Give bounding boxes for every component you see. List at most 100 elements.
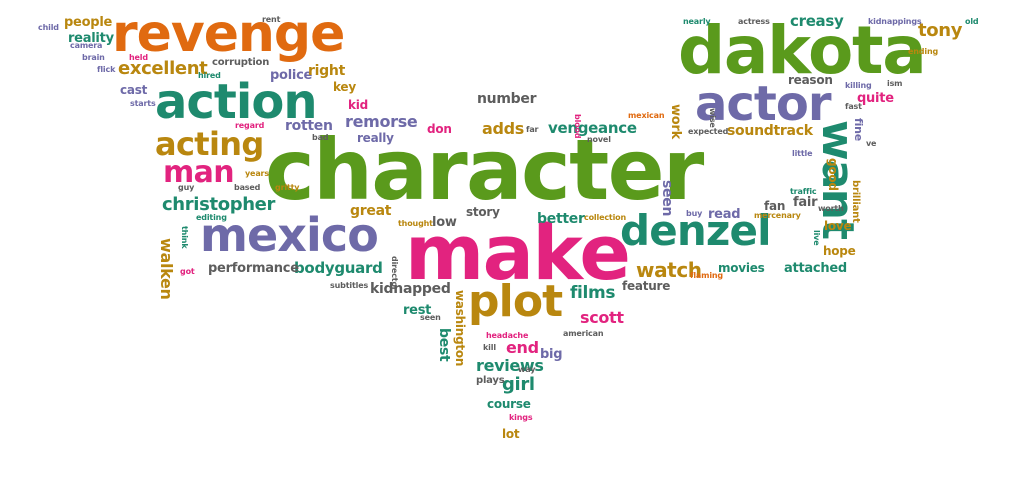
word-guy: guy	[178, 183, 195, 192]
word-story: story	[466, 205, 500, 219]
word-excellent: excellent	[118, 58, 208, 79]
word-right: right	[308, 63, 345, 79]
word-feature: feature	[622, 279, 671, 293]
word-quite: quite	[857, 91, 894, 106]
word-plays: plays	[476, 375, 505, 386]
word-old: old	[965, 17, 979, 26]
word-live: live	[812, 230, 821, 246]
word-seen-small: seen	[420, 313, 441, 322]
word-mexico: mexico	[200, 208, 379, 262]
word-acting: acting	[155, 125, 264, 163]
word-great: great	[350, 203, 392, 219]
word-plot: plot	[468, 276, 563, 327]
word-action: action	[155, 74, 318, 130]
word-think: think	[180, 226, 189, 249]
word-watch: watch	[636, 258, 702, 282]
word-fair: fair	[793, 195, 818, 210]
word-seen: seen	[659, 180, 675, 217]
word-mercenary: mercenary	[754, 211, 801, 220]
word-far: far	[526, 125, 539, 134]
word-man: man	[163, 155, 235, 190]
word-cast: cast	[120, 83, 148, 97]
word-kings: kings	[509, 413, 533, 422]
word-brain: brain	[82, 53, 105, 62]
word-headache: headache	[486, 331, 529, 340]
word-little: little	[792, 149, 813, 158]
word-worth: worth	[818, 204, 844, 213]
word-nearly: nearly	[683, 17, 711, 26]
word-christopher: christopher	[162, 194, 276, 215]
word-actress: actress	[738, 17, 770, 26]
word-child: child	[38, 23, 59, 32]
word-actor: actor	[695, 76, 832, 132]
word-regard: regard	[235, 121, 265, 130]
word-starts: starts	[130, 99, 156, 108]
word-traffic: traffic	[790, 187, 817, 196]
word-people: people	[64, 15, 113, 30]
word-kidnapped: kidnapped	[370, 281, 451, 297]
word-key: key	[333, 80, 356, 94]
word-bodyguard: bodyguard	[294, 259, 383, 277]
word-walken: walken	[157, 238, 176, 300]
word-kill: kill	[483, 343, 496, 352]
word-adds: adds	[482, 119, 524, 138]
word-make: make	[405, 208, 631, 297]
word-brilliant: brilliant	[850, 180, 861, 223]
word-work: work	[668, 104, 683, 139]
word-gritty: gritty	[275, 183, 300, 192]
word-course: course	[487, 397, 531, 411]
word-held: held	[129, 53, 148, 62]
word-reviews: reviews	[476, 356, 544, 375]
word-blood: blood	[573, 114, 582, 139]
word-performance: performance	[208, 261, 299, 276]
word-director: director	[390, 256, 399, 291]
word-expected: expected	[688, 127, 729, 136]
word-end: end	[506, 338, 539, 357]
word-based: based	[234, 183, 261, 192]
word-scott: scott	[580, 308, 624, 327]
word-read: read	[708, 207, 741, 222]
word-lot: lot	[502, 427, 520, 441]
word-really: really	[357, 131, 394, 145]
word-killing: killing	[845, 81, 872, 90]
word-hired: hired	[198, 71, 221, 80]
word-ending: ending	[908, 47, 939, 56]
word-washington: washington	[453, 290, 467, 367]
word-ism: ism	[887, 79, 903, 88]
word-soundtrack: soundtrack	[727, 123, 813, 139]
word-subtitles: subtitles	[330, 281, 369, 290]
word-thought: thought	[398, 219, 433, 228]
word-revenge: revenge	[112, 4, 345, 64]
word-rotten: rotten	[285, 118, 333, 134]
word-buy: buy	[686, 209, 703, 218]
word-attached: attached	[784, 261, 847, 276]
word-best: best	[436, 328, 452, 362]
word-years: years	[245, 169, 269, 178]
word-rent: rent	[262, 15, 281, 24]
word-rest: rest	[403, 303, 432, 318]
word-bad: bad	[312, 133, 329, 142]
word-good: good	[826, 158, 840, 191]
word-ve: ve	[866, 139, 877, 148]
word-fan: fan	[764, 199, 786, 213]
word-corruption: corruption	[212, 57, 270, 68]
word-hope: hope	[823, 244, 856, 258]
word-kidnappings: kidnappings	[868, 17, 922, 26]
word-remorse: remorse	[345, 112, 418, 131]
word-way: way	[518, 365, 536, 374]
word-films: films	[570, 283, 616, 303]
word-editing: editing	[196, 213, 227, 222]
word-tony: tony	[918, 20, 963, 41]
word-denzel: denzel	[620, 206, 772, 255]
word-character: character	[265, 121, 704, 219]
word-girl: girl	[502, 374, 535, 395]
word-flaming: flaming	[690, 271, 724, 280]
word-love: love	[824, 219, 852, 233]
word-number: number	[477, 91, 537, 107]
word-american: american	[563, 329, 604, 338]
word-movies: movies	[718, 261, 765, 275]
word-vengeance: vengeance	[548, 119, 637, 137]
word-police: police	[270, 68, 313, 83]
word-fast: fast	[845, 102, 862, 111]
